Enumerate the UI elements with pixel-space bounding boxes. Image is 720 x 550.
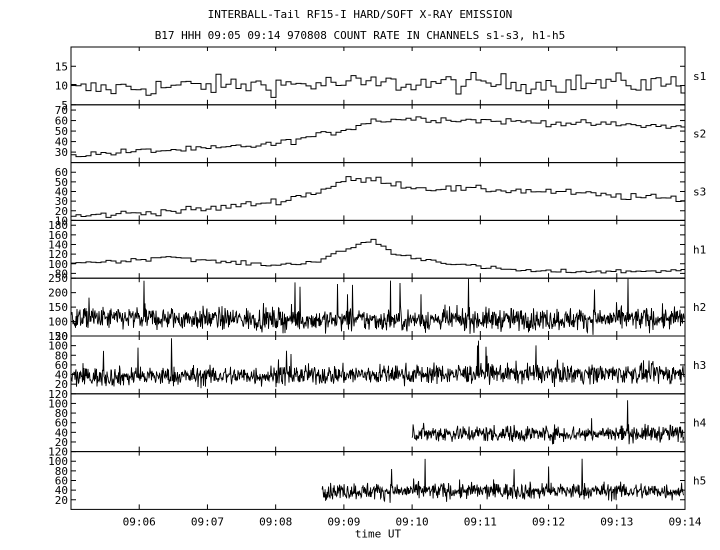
channel-label-h5: h5 xyxy=(693,475,706,488)
y-tick-label-s3-10: 10 xyxy=(55,214,68,227)
y-tick-label-h2-100: 100 xyxy=(48,316,68,329)
channel-label-s2: s2 xyxy=(693,128,706,141)
series-h2 xyxy=(70,278,685,335)
chart-title: INTERBALL-Tail RF15-I HARD/SOFT X-RAY EM… xyxy=(207,8,513,21)
x-tick-label-09:06: 09:06 xyxy=(123,515,156,528)
y-tick-label-h4-20: 20 xyxy=(55,436,68,449)
y-tick-label-s2-50: 50 xyxy=(55,125,68,138)
y-tick-label-s2-40: 40 xyxy=(55,136,68,149)
y-tick-label-h3-80: 80 xyxy=(55,349,68,362)
x-tick-label-09:09: 09:09 xyxy=(327,515,360,528)
channel-label-h3: h3 xyxy=(693,359,706,372)
panel-frame-s1 xyxy=(70,46,686,106)
x-tick-label-09:07: 09:07 xyxy=(191,515,224,528)
y-tick-label-s3-30: 30 xyxy=(55,195,68,208)
x-axis-label: time UT xyxy=(355,527,402,540)
y-tick-label-h4-100: 100 xyxy=(48,397,68,410)
y-tick-label-s1-15: 15 xyxy=(55,60,68,73)
channel-label-h4: h4 xyxy=(693,417,707,430)
y-tick-label-s2-30: 30 xyxy=(55,146,68,159)
y-tick-label-h5-20: 20 xyxy=(55,494,68,507)
y-tick-label-s2-70: 70 xyxy=(55,104,68,117)
y-tick-label-h5-120: 120 xyxy=(48,446,68,459)
y-tick-label-h4-60: 60 xyxy=(55,417,68,430)
panel-frame-h1 xyxy=(70,219,686,279)
series-s2 xyxy=(71,116,685,158)
panel-frame-h5 xyxy=(70,451,686,510)
y-tick-label-h5-100: 100 xyxy=(48,455,68,468)
x-tick-label-09:12: 09:12 xyxy=(532,515,565,528)
y-tick-label-s2-60: 60 xyxy=(55,115,68,128)
panel-frame-h3 xyxy=(70,335,686,395)
series-h3 xyxy=(70,338,685,389)
y-tick-label-h3-120: 120 xyxy=(48,330,68,343)
panel-frame-s2 xyxy=(70,104,686,164)
y-tick-label-h3-100: 100 xyxy=(48,340,68,353)
x-tick-label-09:08: 09:08 xyxy=(259,515,292,528)
y-tick-label-h2-50: 50 xyxy=(55,330,68,343)
y-tick-label-s1-5: 5 xyxy=(61,99,68,112)
series-s1 xyxy=(71,72,685,98)
y-tick-label-h4-120: 120 xyxy=(48,388,68,401)
x-tick-label-09:11: 09:11 xyxy=(464,515,497,528)
y-tick-label-h2-200: 200 xyxy=(48,287,68,300)
y-tick-label-h4-40: 40 xyxy=(55,426,68,439)
y-tick-label-h1-140: 140 xyxy=(48,238,68,251)
y-tick-label-h5-60: 60 xyxy=(55,475,68,488)
y-tick-label-h2-250: 250 xyxy=(48,272,68,285)
x-tick-label-09:13: 09:13 xyxy=(600,515,633,528)
y-tick-label-s3-50: 50 xyxy=(55,176,68,189)
series-s3 xyxy=(71,176,685,218)
panel-frame-s3 xyxy=(70,162,686,221)
y-tick-label-s3-40: 40 xyxy=(55,186,68,199)
x-tick-label-09:14: 09:14 xyxy=(668,515,701,528)
channel-label-s1: s1 xyxy=(693,70,706,83)
y-tick-label-h1-120: 120 xyxy=(48,248,68,261)
channel-label-h2: h2 xyxy=(693,301,706,314)
y-tick-label-h3-40: 40 xyxy=(55,369,68,382)
y-tick-label-s1-10: 10 xyxy=(55,80,68,93)
series-h1 xyxy=(71,238,685,274)
y-tick-label-h3-20: 20 xyxy=(55,378,68,391)
y-tick-label-s3-60: 60 xyxy=(55,166,68,179)
y-tick-label-h1-180: 180 xyxy=(48,219,68,232)
y-tick-label-s3-20: 20 xyxy=(55,205,68,218)
y-tick-label-h3-60: 60 xyxy=(55,359,68,372)
x-tick-label-09:10: 09:10 xyxy=(396,515,429,528)
series-h4 xyxy=(411,400,685,445)
y-tick-label-h4-80: 80 xyxy=(55,407,68,420)
channel-label-s3: s3 xyxy=(693,186,706,199)
y-tick-label-h2-150: 150 xyxy=(48,301,68,314)
series-h5 xyxy=(321,458,685,503)
channel-label-h1: h1 xyxy=(693,243,706,256)
panel-frame-h4 xyxy=(70,393,686,453)
chart-subtitle: B17 HHH 09:05 09:14 970808 COUNT RATE IN… xyxy=(154,29,566,42)
y-tick-label-h1-160: 160 xyxy=(48,229,68,242)
y-tick-label-h5-40: 40 xyxy=(55,484,68,497)
y-tick-label-h1-80: 80 xyxy=(55,267,68,280)
y-tick-label-h1-100: 100 xyxy=(48,258,68,271)
y-tick-label-h5-80: 80 xyxy=(55,465,68,478)
